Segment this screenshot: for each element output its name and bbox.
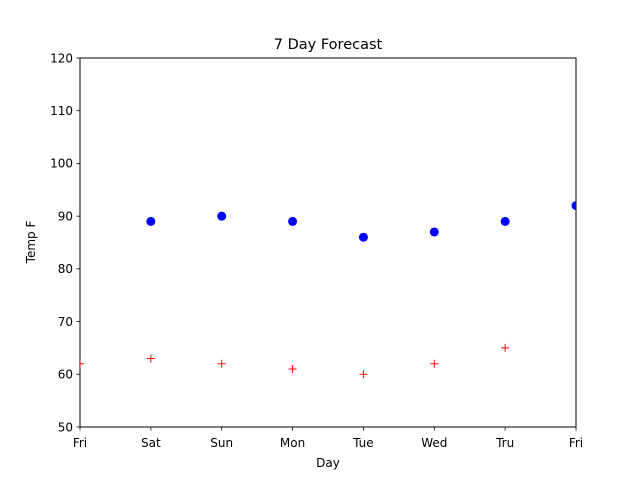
x-tick-label: Tue	[352, 436, 374, 450]
x-tick-label: Fri	[73, 436, 87, 450]
low-temp-point	[80, 359, 84, 368]
high-temp-point	[288, 216, 298, 226]
low-temp-point	[430, 359, 439, 368]
high-temp-point	[358, 232, 368, 242]
x-tick-label: Wed	[421, 436, 447, 450]
y-tick-label: 110	[50, 104, 73, 118]
y-tick-label: 80	[58, 262, 73, 276]
high-temp-point	[571, 201, 576, 211]
y-tick-label: 120	[50, 51, 73, 65]
low-temp-point	[359, 370, 368, 379]
low-temp-point	[146, 354, 155, 363]
high-temp-point	[217, 211, 227, 221]
plot-area: 50 60 70 80 90 100 110 120 Fri Sat Sun Mon Tue Wed Tru…	[50, 51, 583, 450]
plot-frame	[79, 57, 577, 428]
y-tick-label: 50	[58, 420, 73, 434]
chart-title: 7 Day Forecast	[274, 37, 383, 53]
y-axis-label: Temp F	[24, 221, 38, 265]
x-tick-label: Sun	[210, 436, 233, 450]
low-temp-point	[501, 343, 510, 352]
x-tick-label: Tru	[495, 436, 514, 450]
low-temp-point	[288, 365, 297, 374]
x-tick-label: Fri	[569, 436, 583, 450]
y-tick-label: 90	[58, 209, 73, 223]
markers-group	[80, 201, 576, 379]
high-temp-point	[500, 216, 510, 226]
y-tick-label: 100	[50, 157, 73, 171]
high-temp-point	[429, 227, 439, 237]
x-tick-label: Sat	[141, 436, 161, 450]
y-tick-label: 60	[58, 368, 73, 382]
x-tick-label: Mon	[280, 436, 305, 450]
high-temp-point	[146, 216, 156, 226]
x-axis-label: Day	[316, 456, 340, 470]
y-tick-label: 70	[58, 315, 73, 329]
low-temp-point	[217, 359, 226, 368]
